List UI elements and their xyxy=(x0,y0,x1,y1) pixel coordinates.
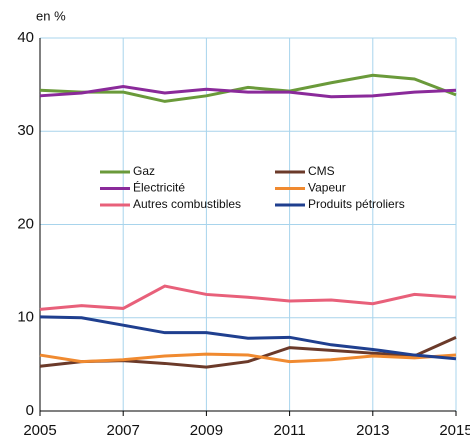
x-tick-label: 2007 xyxy=(107,422,140,439)
series-line xyxy=(39,73,457,103)
series-line xyxy=(39,84,457,99)
series-line xyxy=(39,315,457,361)
x-tick-label: 2005 xyxy=(23,422,56,439)
legend-label: Autres combustibles xyxy=(133,197,241,211)
y-axis-label: en % xyxy=(36,8,66,23)
x-tick-label: 2009 xyxy=(190,422,223,439)
y-tick-label: 0 xyxy=(26,402,34,419)
legend-label: CMS xyxy=(308,164,335,178)
x-tick-label: 2011 xyxy=(273,422,305,439)
legend-label: Vapeur xyxy=(308,181,346,195)
series-line xyxy=(39,352,457,364)
y-tick-label: 20 xyxy=(17,215,34,232)
legend-label: Gaz xyxy=(133,164,155,178)
legend-label: Produits pétroliers xyxy=(308,197,405,211)
legend-label: Électricité xyxy=(133,180,185,195)
x-tick-label: 2015 xyxy=(439,422,470,439)
series-line xyxy=(39,284,457,311)
y-tick-label: 30 xyxy=(17,122,34,139)
x-tick-label: 2013 xyxy=(356,422,389,439)
y-tick-label: 40 xyxy=(17,29,34,46)
y-tick-label: 10 xyxy=(17,309,34,326)
